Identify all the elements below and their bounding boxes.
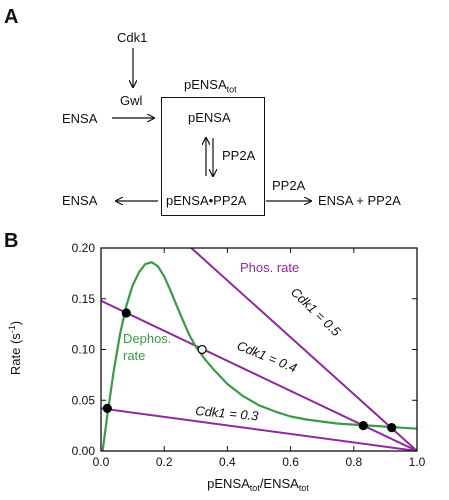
panel-a-arrows	[112, 48, 449, 230]
stable-steady-state-point	[121, 308, 131, 318]
complex-label: pENSA•PP2A	[166, 193, 247, 208]
phos-rate-label: Phos. rate	[240, 260, 299, 275]
y-tick-label: 0.20	[72, 241, 96, 255]
x-tick-label: 0.6	[282, 455, 299, 469]
phos-rate-line	[101, 407, 417, 451]
panel-a-label: A	[4, 6, 19, 28]
rate-chart: 0.0 0.2 0.4 0.6 0.8 1.0 0.00 0.05 0.10 0.15 0.20 P…	[7, 241, 426, 493]
dephos-label-1: Dephos.	[123, 331, 171, 346]
x-tick-label: 0.4	[219, 455, 236, 469]
cdk1-05-label: Cdk1 = 0.5	[288, 284, 344, 339]
panel-b-label: B	[4, 230, 19, 252]
x-tick-label: 0.8	[345, 455, 362, 469]
dephos-label-2: rate	[123, 348, 145, 363]
unstable-steady-state-point	[197, 344, 207, 355]
stable-steady-state-point	[387, 423, 397, 433]
ensa-left-bottom-label: ENSA	[62, 193, 98, 208]
y-tick-label: 0.15	[72, 292, 96, 306]
y-axis-label: Rate (s-1)	[7, 321, 23, 375]
cdk1-03-label: Cdk1 = 0.3	[195, 403, 260, 424]
pensa-box	[161, 97, 265, 216]
pp2a-side-label: PP2A	[222, 148, 256, 163]
x-tick-label: 0.0	[93, 455, 110, 469]
y-tick-label: 0.10	[72, 343, 96, 357]
x-tick-label: 1.0	[409, 455, 426, 469]
stable-steady-state-point	[358, 421, 368, 431]
x-tick-label: 0.2	[156, 455, 173, 469]
gwl-label: Gwl	[120, 93, 143, 108]
phos-rate-line	[101, 299, 417, 451]
y-tick-label: 0.00	[72, 444, 96, 458]
dephos-rate-curve	[101, 261, 417, 451]
x-axis-label: pENSAtot/ENSAtot	[207, 476, 309, 493]
phos-rate-line	[189, 248, 417, 451]
pensa-box-label: pENSA	[188, 110, 231, 125]
pensa-tot-label: pENSAtot	[184, 77, 237, 95]
plot-frame	[100, 247, 418, 452]
pp2a-right-label: PP2A	[272, 178, 306, 193]
cdk1-label: Cdk1	[117, 30, 148, 45]
ensa-left-top-label: ENSA	[62, 111, 98, 126]
stable-steady-state-point	[102, 403, 112, 413]
y-tick-label: 0.05	[72, 393, 96, 407]
products-label: ENSA + PP2A	[318, 193, 401, 208]
